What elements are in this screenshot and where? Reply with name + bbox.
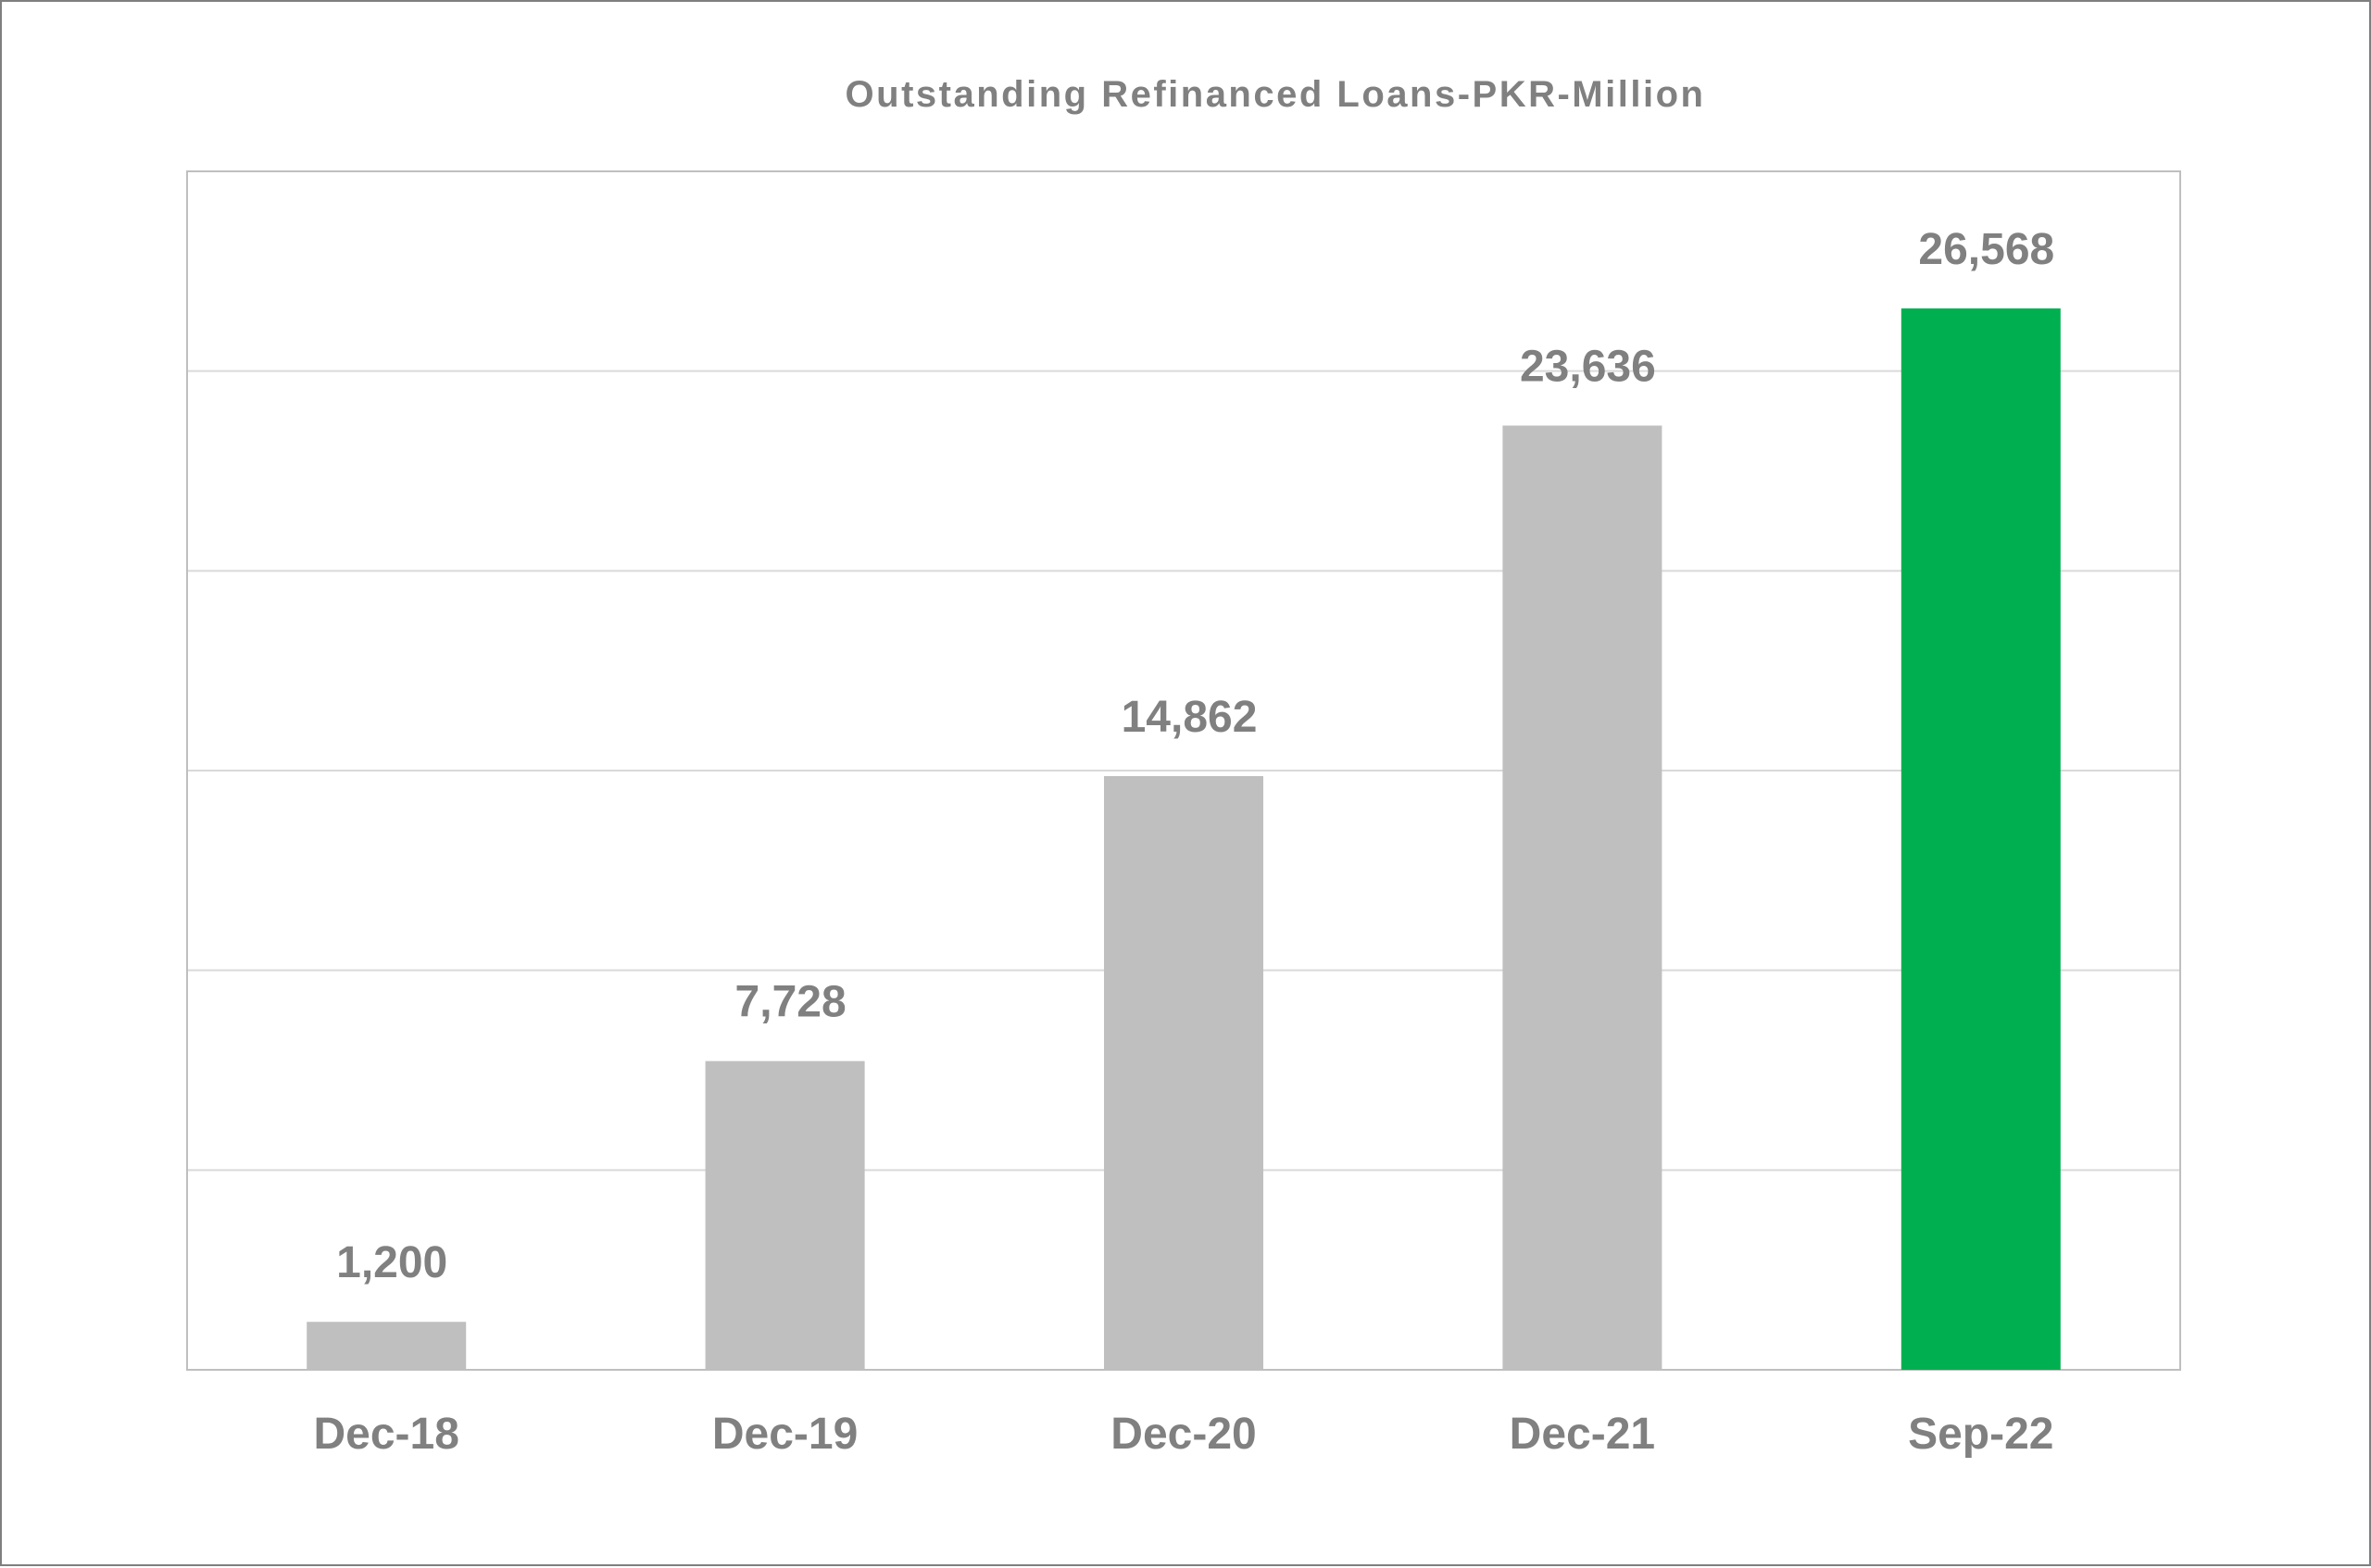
data-labels: 1,200 7,728 14,862 23,636 26,568 xyxy=(336,225,2054,1287)
x-axis-tick-labels: Dec-18 Dec-19 Dec-20 Dec-21 Sep-22 xyxy=(313,1410,2053,1459)
data-label-dec-21: 23,636 xyxy=(1520,343,1656,392)
data-label-dec-20: 14,862 xyxy=(1122,693,1258,742)
bar-dec-18 xyxy=(307,1322,467,1370)
chart-title: Outstanding Refinanced Loans-PKR-Million xyxy=(846,74,1706,115)
bar-dec-21 xyxy=(1502,425,1662,1371)
bar-sep-22 xyxy=(1901,308,2061,1371)
data-label-dec-18: 1,200 xyxy=(336,1238,447,1287)
x-tick-label-dec-20: Dec-20 xyxy=(1110,1410,1256,1459)
x-tick-label-dec-19: Dec-19 xyxy=(712,1410,858,1459)
bar-dec-20 xyxy=(1104,775,1263,1370)
x-tick-label-dec-21: Dec-21 xyxy=(1510,1410,1655,1459)
x-tick-label-dec-18: Dec-18 xyxy=(313,1410,458,1459)
gridlines xyxy=(187,370,2180,1172)
data-label-dec-19: 7,728 xyxy=(735,978,847,1027)
bars xyxy=(307,308,2061,1371)
x-tick-label-sep-22: Sep-22 xyxy=(1908,1410,2053,1459)
data-label-sep-22: 26,568 xyxy=(1918,225,2054,274)
bar-dec-19 xyxy=(705,1060,865,1370)
